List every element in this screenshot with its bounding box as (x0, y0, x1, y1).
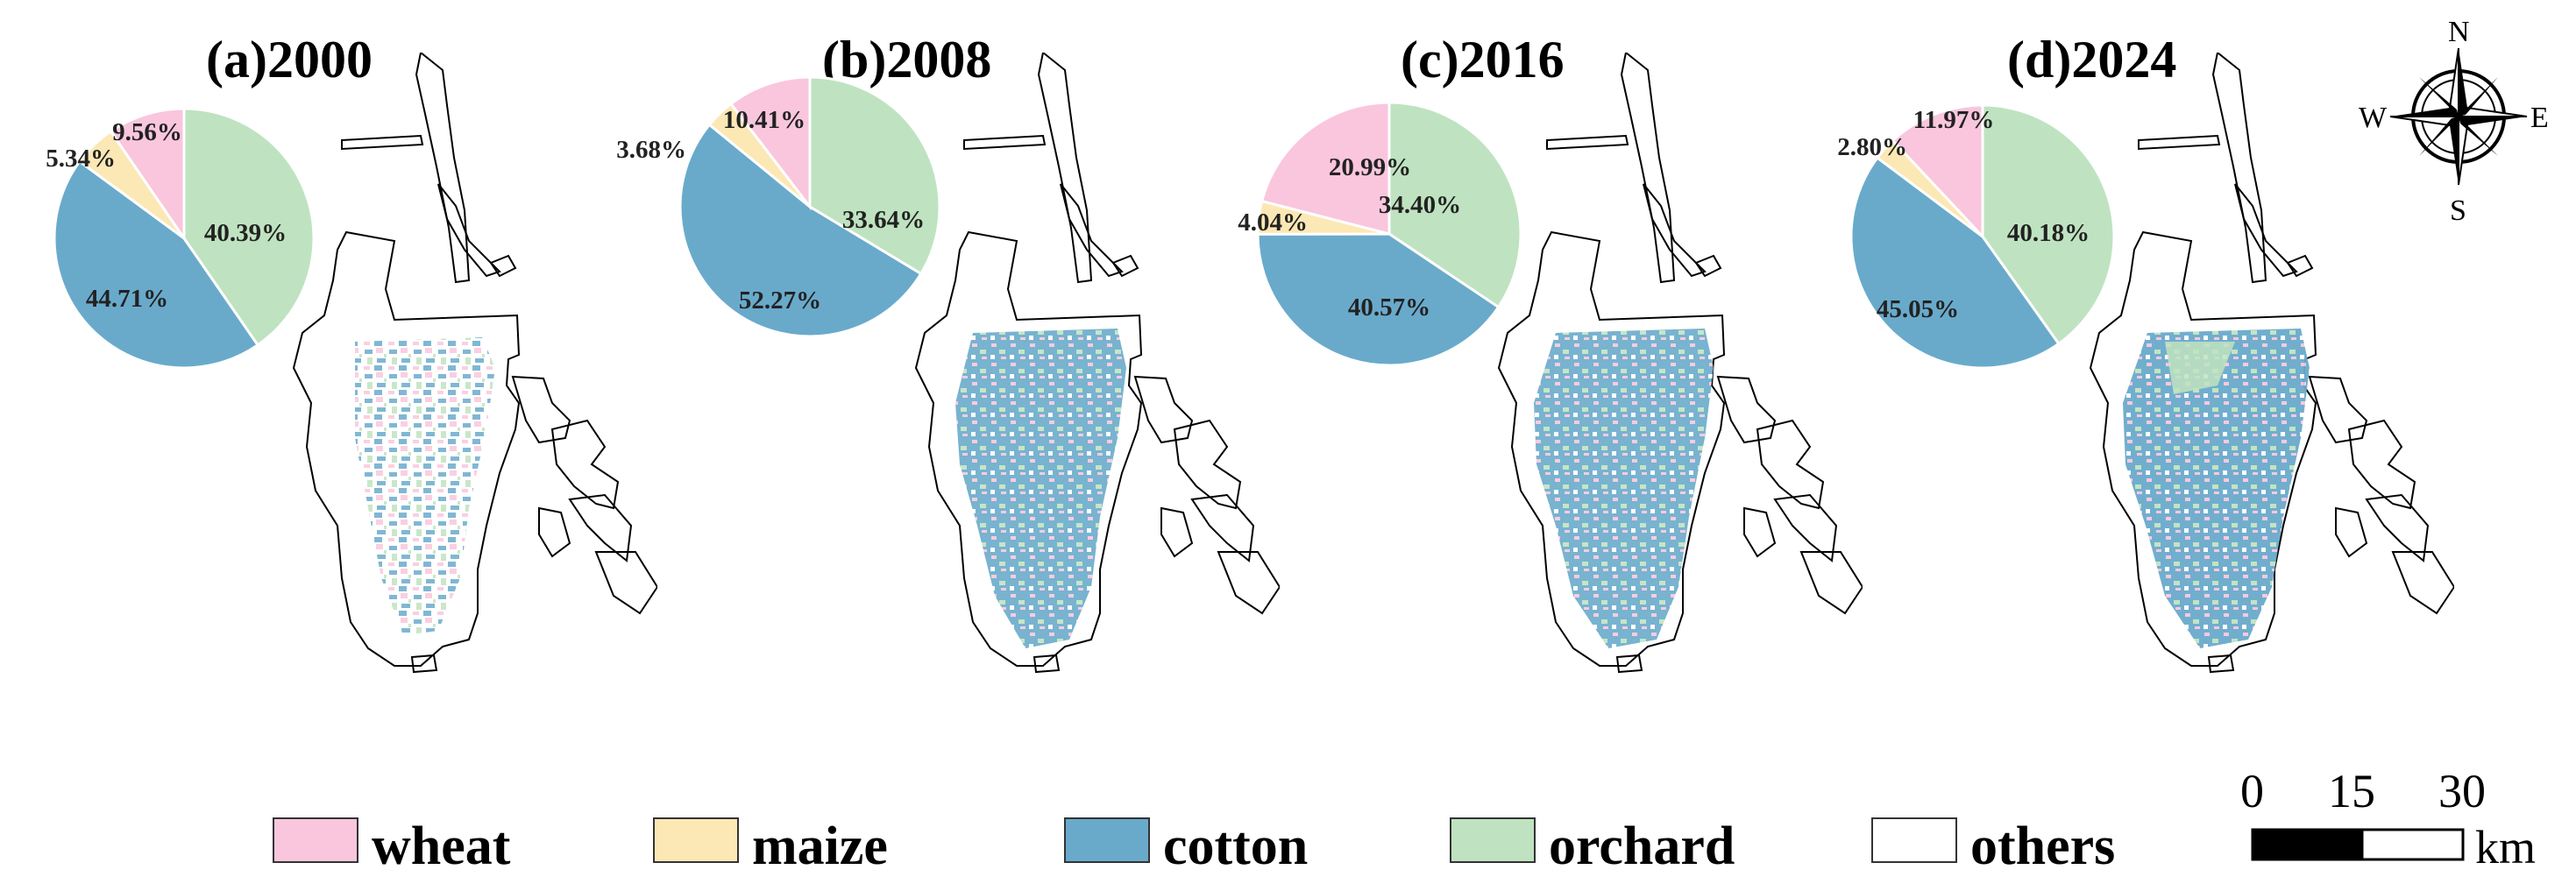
pie-slice-orchard (1981, 103, 2116, 346)
compass-s-label: S (2450, 194, 2466, 227)
pie-label-maize: 4.04% (1238, 209, 1308, 237)
pie-chart-2000: 40.39% 44.71% 5.34%9.56% (46, 107, 316, 370)
scale-tick-30: 30 (2438, 765, 2486, 817)
legend: wheat maize cotton orchard others (273, 817, 2115, 876)
compass-w-label: W (2359, 102, 2388, 134)
pie-label-maize: 5.34% (46, 145, 116, 173)
legend-label-maize: maize (752, 817, 888, 876)
legend-swatch-others (1871, 817, 1957, 863)
north-arrow-compass: N S E W (2359, 16, 2549, 227)
compass-e-label: E (2530, 102, 2549, 134)
pie-slice-wheat (1260, 101, 1391, 236)
pie-chart-2024: 40.18% 45.05% 2.80%11.97% (1837, 103, 2116, 370)
pie-label-maize: 2.80% (1837, 133, 1907, 161)
pie-label-cotton: 52.27% (739, 286, 821, 315)
pie-slice-wheat (1891, 103, 1984, 240)
pie-label-wheat: 20.99% (1329, 153, 1411, 181)
scale-unit: km (2475, 821, 2536, 873)
map-2016 (1498, 53, 1863, 673)
legend-swatch-maize (653, 817, 739, 863)
scale-bar: 0 15 30 km (2240, 765, 2536, 873)
panel-title-b: (b)2008 (822, 31, 991, 88)
pie-label-orchard: 40.18% (2007, 219, 2090, 247)
pie-label-orchard: 40.39% (204, 219, 287, 247)
legend-label-others: others (1970, 817, 2115, 876)
panel-title-d: (d)2024 (2007, 31, 2176, 88)
pie-slice-wheat (728, 75, 812, 211)
pie-slice-orchard (808, 75, 941, 276)
pie-slice-orchard (182, 107, 316, 347)
panel-title-c: (c)2016 (1401, 31, 1565, 88)
pie-slice-cotton (1849, 155, 2061, 370)
legend-swatch-orchard (1450, 817, 1536, 863)
pie-label-wheat: 9.56% (112, 118, 182, 146)
pie-label-cotton: 45.05% (1877, 295, 1959, 323)
pie-slice-cotton (53, 159, 260, 370)
panel-title-a: (a)2000 (206, 31, 373, 88)
pie-label-wheat: 11.97% (1913, 106, 1995, 134)
pie-slice-cotton (678, 123, 923, 338)
pie-slice-orchard (1387, 101, 1522, 309)
pie-chart-2016: 34.40% 40.57% 4.04% 20.99% (1238, 101, 1522, 367)
scale-tick-0: 0 (2240, 765, 2264, 817)
pie-chart-2008: 33.64% 52.27% 3.68% 10.41% (616, 75, 941, 338)
legend-swatch-cotton (1064, 817, 1150, 863)
legend-label-wheat: wheat (372, 817, 511, 876)
compass-n-label: N (2448, 16, 2470, 48)
map-2008 (915, 53, 1280, 673)
pie-label-orchard: 33.64% (842, 206, 925, 234)
legend-label-cotton: cotton (1163, 817, 1308, 876)
legend-label-orchard: orchard (1549, 817, 1735, 876)
pie-slice-wheat (109, 107, 186, 243)
map-2024 (2090, 53, 2454, 673)
pie-label-orchard: 34.40% (1379, 191, 1461, 219)
pie-label-cotton: 44.71% (86, 285, 168, 313)
map-2000 (293, 53, 657, 673)
pie-label-wheat: 10.41% (723, 106, 805, 134)
pie-slice-cotton (1256, 232, 1501, 367)
legend-swatch-wheat (273, 817, 358, 863)
pie-label-maize: 3.68% (616, 136, 686, 164)
scale-tick-15: 15 (2328, 765, 2375, 817)
pie-label-cotton: 40.57% (1348, 293, 1430, 322)
